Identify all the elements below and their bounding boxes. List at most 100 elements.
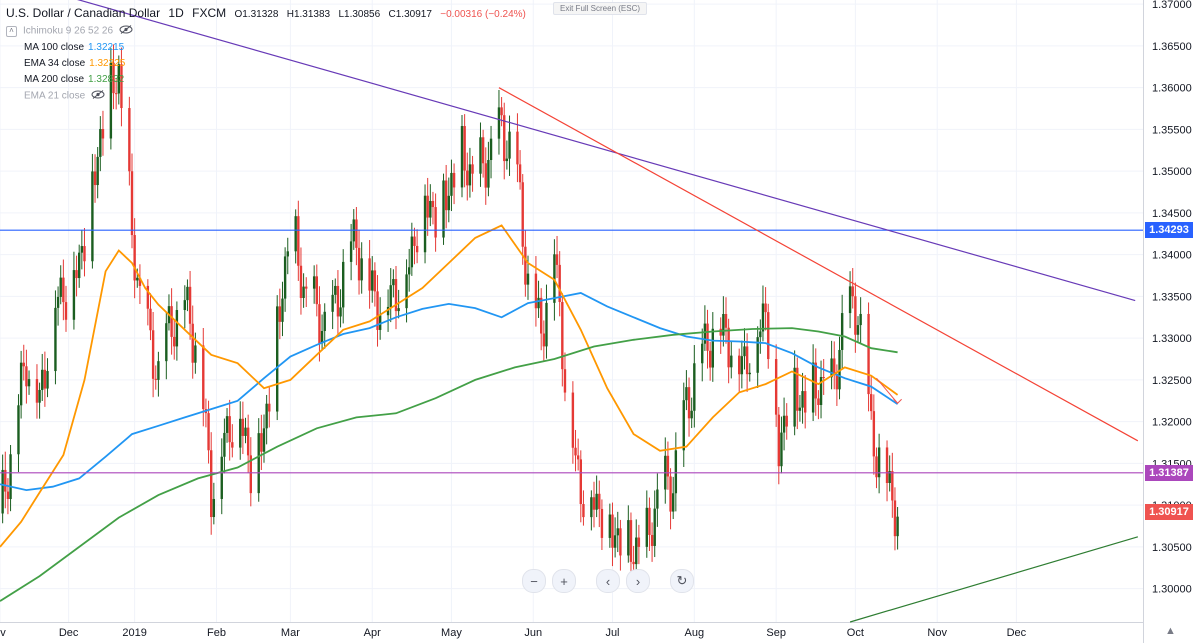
x-tick-label: ov	[0, 627, 6, 639]
candle-body	[674, 450, 678, 494]
interval-label[interactable]: 1D	[168, 6, 184, 20]
reset-chart-button[interactable]: ↻	[670, 569, 694, 593]
candle-body	[701, 343, 704, 364]
candle-body	[241, 418, 245, 436]
candle-body	[173, 336, 176, 347]
collapse-legend-icon[interactable]: ˄	[6, 25, 17, 37]
candle-body	[151, 330, 155, 379]
x-tick-label: Nov	[927, 627, 947, 639]
candle-body	[130, 171, 134, 236]
candle-body	[444, 180, 448, 211]
candle-body	[392, 279, 395, 286]
candle-body	[17, 405, 20, 455]
exit-fullscreen-button[interactable]: Exit Full Screen (ESC)	[553, 2, 648, 15]
zoom-out-button[interactable]: −	[522, 569, 546, 593]
candle-body	[278, 306, 282, 322]
candle-body	[1, 469, 4, 514]
candle-body	[730, 355, 733, 368]
candle-body	[487, 160, 490, 188]
candle-body	[595, 493, 598, 510]
candle-body	[202, 345, 205, 410]
candle-body	[281, 298, 284, 322]
scale-settings-icon[interactable]: ▲	[1165, 625, 1176, 637]
candle-body	[423, 195, 427, 253]
x-tick-label: May	[441, 627, 462, 639]
candle-body	[872, 411, 876, 457]
candle-body	[410, 236, 414, 268]
candle-body	[305, 286, 308, 289]
x-tick-label: Apr	[364, 627, 381, 639]
candle-body	[801, 391, 804, 408]
candle-body	[637, 537, 641, 547]
candle-body	[394, 279, 398, 312]
candle-body	[471, 164, 474, 174]
candle-body	[101, 129, 105, 139]
candle-body	[207, 413, 210, 451]
candle-body	[265, 403, 268, 429]
candle-body	[743, 346, 746, 357]
candle-body	[592, 497, 596, 510]
symbol-name[interactable]: U.S. Dollar / Canadian Dollar	[6, 6, 161, 20]
candle-body	[72, 270, 76, 320]
candle-body	[817, 398, 820, 405]
indicator-list: ˄ Ichimoku 9 26 52 26 MA 100 close 1.32215 E…	[6, 25, 531, 102]
x-tick-label: Dec	[59, 627, 79, 639]
candle-body	[877, 447, 881, 478]
indicator-row[interactable]: MA 200 close 1.32832	[6, 74, 531, 85]
y-tick-label: 1.32000	[1152, 417, 1192, 429]
candle-body	[856, 325, 860, 335]
indicator-value: 1.32832	[88, 74, 125, 85]
candle-body	[481, 137, 485, 164]
hidden-eye-icon[interactable]	[119, 25, 133, 37]
candle-body	[687, 387, 691, 419]
candle-body	[225, 416, 229, 433]
hidden-eye-icon[interactable]	[91, 90, 105, 102]
candle-body	[59, 277, 62, 297]
candle-body	[774, 359, 778, 415]
candle-body	[616, 528, 619, 536]
candle-body	[561, 302, 564, 370]
candle-body	[294, 216, 297, 252]
candle-body	[276, 306, 279, 412]
x-tick-label: Mar	[281, 627, 300, 639]
candle-body	[804, 391, 807, 413]
scroll-left-button[interactable]: ‹	[596, 569, 620, 593]
candle-body	[814, 362, 817, 399]
candle-body	[830, 358, 833, 378]
candle-body	[114, 93, 118, 95]
x-tick-label: 2019	[122, 627, 146, 639]
candle-body	[489, 138, 493, 161]
indicator-row[interactable]: ˄ Ichimoku 9 26 52 26	[6, 25, 531, 37]
y-tick-label: 1.35500	[1152, 124, 1192, 136]
candle-body	[682, 400, 685, 451]
indicator-row[interactable]: MA 100 close 1.32215	[6, 42, 531, 53]
candle-body	[183, 300, 186, 311]
candle-body	[244, 427, 247, 436]
candle-body	[312, 276, 316, 289]
candle-body	[62, 277, 65, 303]
candle-body	[331, 294, 334, 312]
candle-body	[706, 323, 709, 351]
candle-body	[368, 258, 371, 291]
candle-body	[405, 274, 408, 309]
candle-body	[848, 286, 852, 314]
candle-body	[376, 291, 379, 330]
indicator-row[interactable]: EMA 21 close	[6, 90, 531, 102]
y-tick-label: 1.32500	[1152, 375, 1192, 387]
candle-body	[619, 528, 622, 556]
candle-body	[576, 455, 580, 460]
candle-body	[656, 489, 659, 509]
indicator-row[interactable]: EMA 34 close 1.32325	[6, 58, 531, 69]
candle-body	[782, 415, 786, 433]
candle-body	[650, 534, 654, 546]
candle-body	[563, 369, 567, 393]
candle-body	[613, 535, 617, 548]
source-label: FXCM	[192, 6, 227, 20]
candle-body	[302, 286, 305, 298]
scroll-right-button[interactable]: ›	[626, 569, 650, 593]
candle-body	[811, 362, 815, 413]
candle-body	[460, 126, 464, 188]
zoom-in-button[interactable]: +	[552, 569, 576, 593]
candle-body	[669, 476, 672, 512]
